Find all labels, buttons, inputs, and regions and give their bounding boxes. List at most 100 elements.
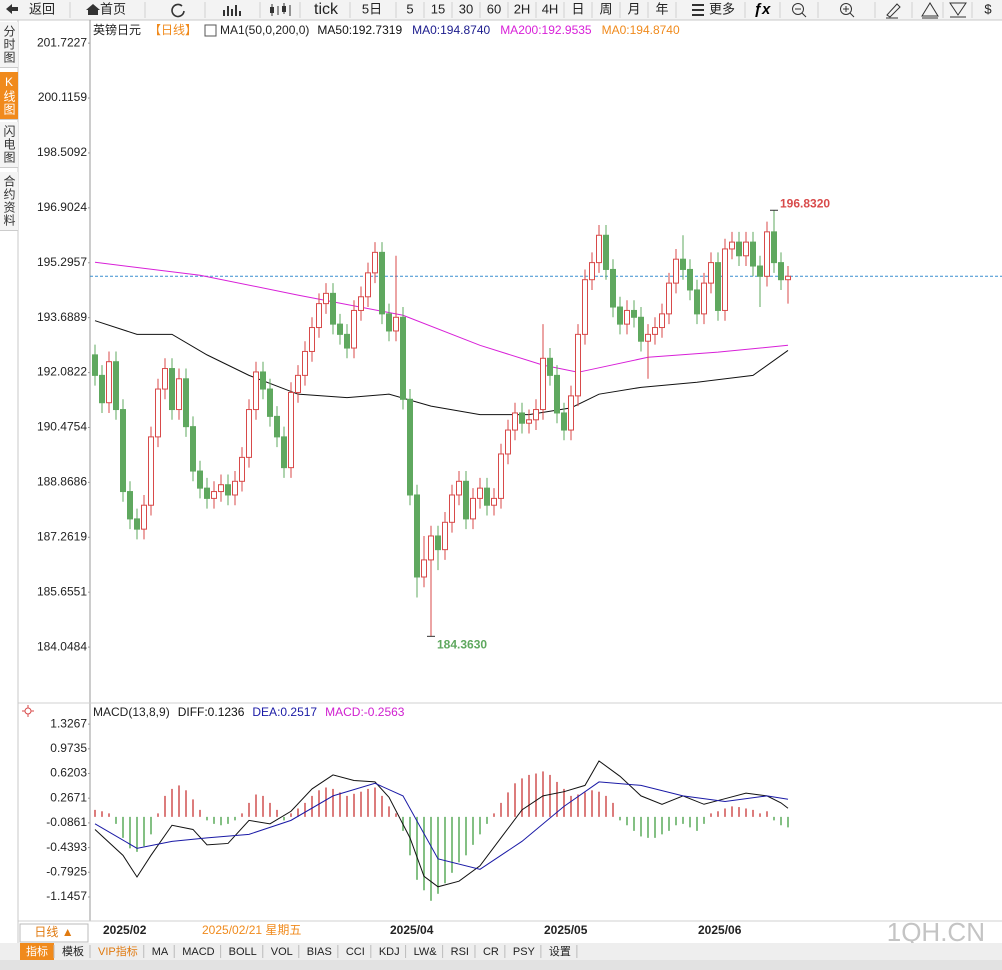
candle-body [687, 268, 693, 291]
candle-body [470, 497, 476, 520]
bottom-tab[interactable]: LW& [414, 946, 438, 958]
indicator-icon [204, 24, 217, 37]
bottom-tab[interactable]: CR [483, 946, 499, 958]
more-icon [692, 4, 704, 16]
candle-body [428, 535, 434, 561]
bottom-tab[interactable]: BOLL [229, 946, 257, 958]
candle-body [386, 313, 392, 332]
toolbar-button[interactable]: 30 [459, 1, 473, 16]
candle-body [155, 388, 161, 438]
candle-body [197, 470, 203, 489]
bottom-tab[interactable]: 指标 [26, 944, 48, 958]
tab-bg[interactable] [176, 943, 221, 960]
bottom-tab[interactable]: MA [152, 946, 169, 958]
bottom-tab[interactable]: PSY [513, 946, 536, 958]
candle-body [127, 491, 133, 520]
toolbar-button[interactable]: 4H [542, 1, 559, 16]
period-button-bg[interactable] [19, 923, 89, 943]
toolbar-button[interactable]: tick [314, 1, 339, 18]
bottom-tab[interactable]: CCI [346, 946, 365, 958]
tab-bg[interactable] [506, 943, 541, 960]
bottom-tab[interactable]: MACD [182, 946, 214, 958]
candle-body [561, 412, 567, 431]
toolbar-bg [0, 0, 1002, 20]
candle-body [589, 262, 595, 281]
x-tick-label: 2025/02 [103, 923, 147, 937]
tab-bg[interactable] [92, 943, 144, 960]
toolbar-button[interactable]: 日 [571, 1, 584, 16]
tab-bg[interactable] [145, 943, 175, 960]
legend-label: MA1(50,0,200,0) [220, 23, 309, 37]
home-icon [86, 4, 100, 15]
side-tab[interactable]: 合约资料 [0, 172, 18, 231]
toolbar-button[interactable]: $ [984, 1, 992, 16]
candle-body [134, 518, 140, 530]
candle-body [281, 436, 287, 469]
candle-body [694, 289, 700, 315]
toolbar-button[interactable]: 首页 [100, 1, 126, 16]
tab-bg[interactable] [264, 943, 299, 960]
tab-bg[interactable] [20, 943, 54, 960]
toolbar-button[interactable]: 年 [655, 1, 668, 16]
tab-bg[interactable] [56, 943, 90, 960]
toolbar-button[interactable]: 更多 [709, 1, 735, 16]
toolbar-button[interactable]: 月 [627, 1, 640, 16]
tab-bg[interactable] [372, 943, 406, 960]
bottom-tab[interactable]: VIP指标 [98, 944, 138, 958]
candle-body [708, 262, 714, 284]
candle-body [442, 521, 448, 551]
bottom-tab[interactable]: VOL [271, 946, 293, 958]
bottom-tab[interactable]: 模板 [62, 944, 84, 958]
tab-bg[interactable] [476, 943, 505, 960]
y-tick-label: 201.7227 [37, 35, 87, 49]
legend-label: DIFF:0.1236 [178, 705, 245, 719]
legend-label: 【日线】 [149, 23, 197, 37]
side-tab[interactable]: K线图 [0, 72, 18, 120]
indicator-line [94, 320, 789, 416]
toolbar-button[interactable]: 5日 [362, 1, 382, 16]
y-tick-label: 1.3267 [50, 716, 87, 730]
candle-body [785, 275, 791, 281]
tab-bg[interactable] [300, 943, 338, 960]
side-tab[interactable]: 闪电图 [0, 122, 18, 168]
candle-body [365, 272, 371, 298]
toolbar-button[interactable]: 2H [514, 1, 531, 16]
triangle-up-icon [921, 2, 939, 19]
candle-body [323, 292, 329, 305]
y-tick-label: 193.6889 [37, 310, 87, 324]
tab-bg[interactable] [222, 943, 263, 960]
candle-body [407, 398, 413, 496]
x-tick-label: 2025/04 [390, 923, 434, 937]
y-tick-label: 200.1159 [38, 90, 87, 104]
tab-bg[interactable] [407, 943, 443, 960]
tab-bg[interactable] [444, 943, 475, 960]
bottom-tab[interactable]: BIAS [307, 946, 332, 958]
candle-body [764, 231, 770, 277]
y-tick-label: 195.2957 [37, 255, 87, 269]
toolbar-button[interactable]: 60 [487, 1, 501, 16]
y-tick-label: 0.9735 [50, 741, 87, 755]
candle-body [512, 412, 518, 431]
period-button[interactable]: 日线 ▲ [34, 925, 73, 939]
toolbar-button[interactable]: 5 [406, 1, 413, 16]
candle-body [449, 494, 455, 523]
tab-bg[interactable] [542, 943, 577, 960]
candle-body [183, 378, 189, 428]
indicator-line [94, 261, 789, 373]
toolbar-button[interactable]: 周 [599, 1, 612, 16]
candle-body [743, 241, 749, 257]
candle-body [477, 487, 483, 499]
tab-bg[interactable] [339, 943, 371, 960]
side-tab[interactable]: 分时图 [0, 22, 18, 68]
toolbar-button[interactable]: 返回 [29, 1, 55, 16]
bottom-tab[interactable]: RSI [451, 946, 469, 958]
bottom-tab[interactable]: 设置 [549, 945, 571, 958]
scrollbar [0, 960, 1002, 970]
legend-label: MA0:194.8740 [602, 23, 680, 37]
bottom-tab[interactable]: KDJ [379, 946, 400, 958]
crosshair-date: 2025/02/21 星期五 [202, 923, 301, 937]
toolbar-button[interactable]: 15 [431, 1, 445, 16]
candle-body [302, 350, 308, 376]
candle-body [351, 309, 357, 349]
